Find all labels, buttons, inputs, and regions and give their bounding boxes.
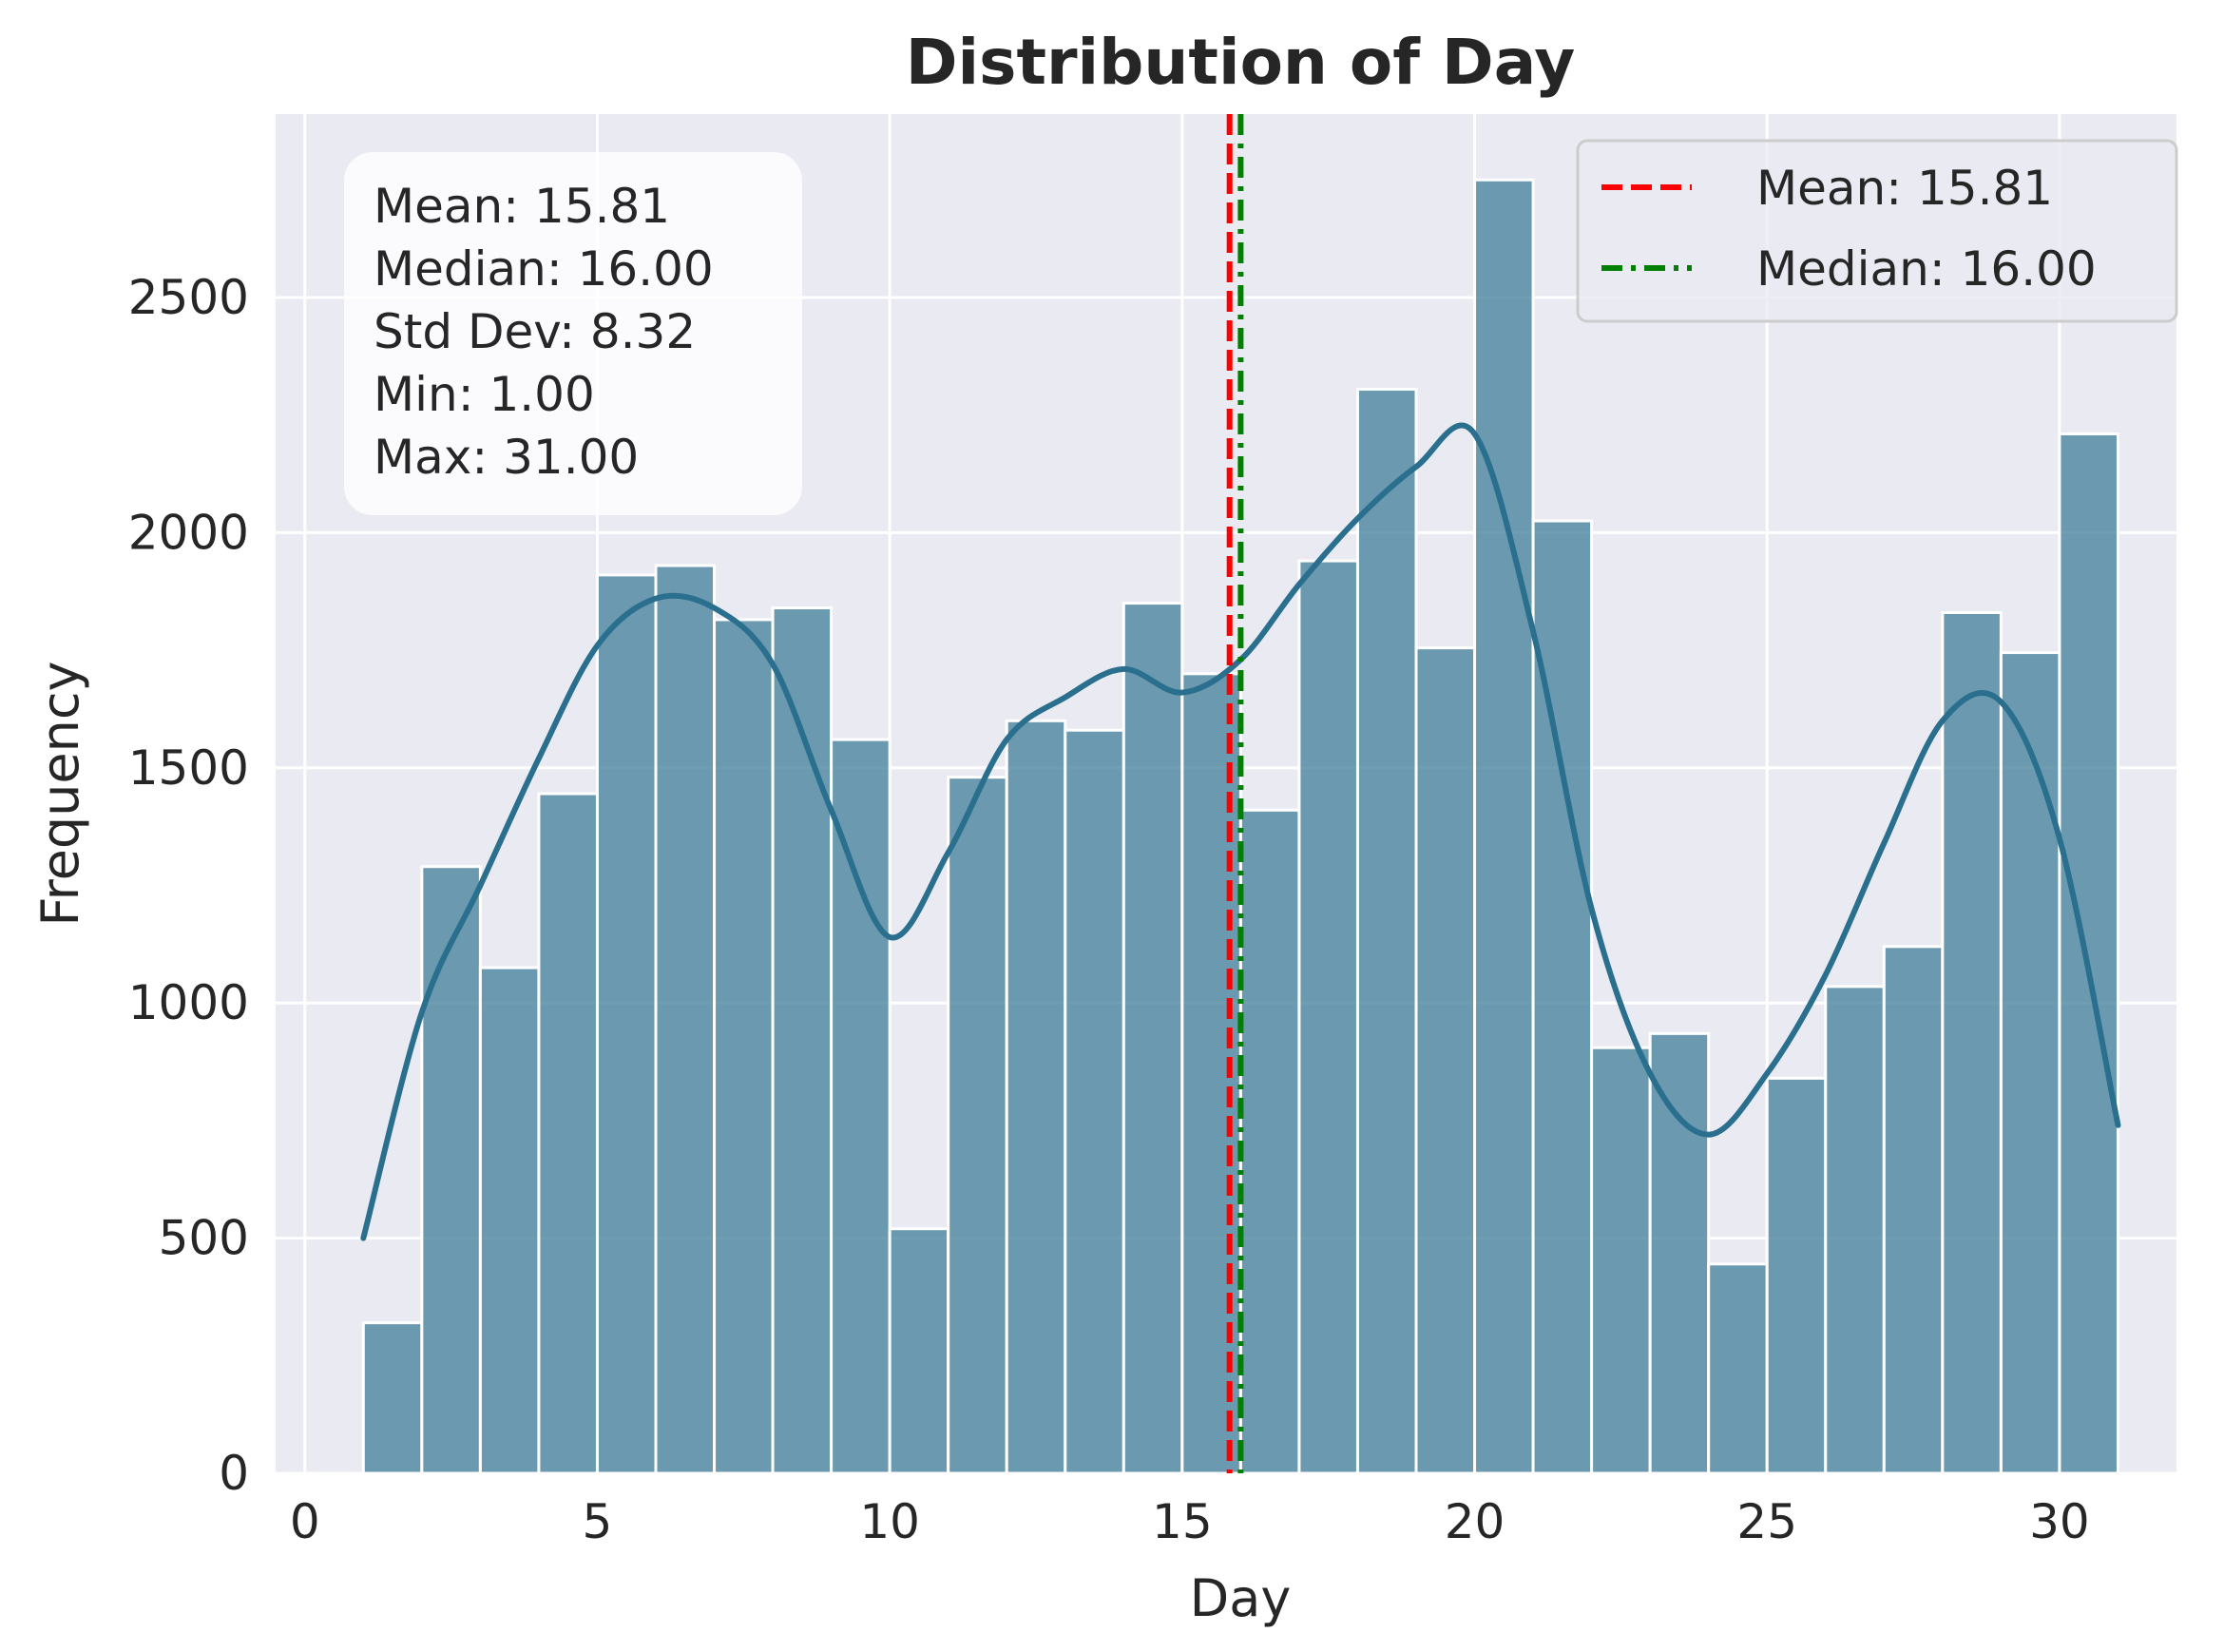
histogram-bar [1824,985,1886,1475]
histogram-bar [1648,1031,1711,1475]
stats-box: Mean: 15.81 Median: 16.00 Std Dev: 8.32 … [344,152,802,515]
x-tick-label: 0 [290,1494,320,1549]
histogram-bar [1707,1262,1769,1475]
histogram-bar [361,1321,424,1475]
reference-lines [1226,114,1244,1473]
x-tick-label: 20 [1445,1494,1505,1549]
histogram-bar [537,792,599,1475]
x-tick-label: 5 [583,1494,613,1549]
legend-median-label: Median: 16.00 [1756,241,2097,297]
histogram-bar [1999,651,2061,1475]
y-tick-label: 0 [219,1446,249,1501]
y-axis-ticks: 0 500 1000 1500 2000 2500 [128,270,249,1501]
stats-median: Median: 16.00 [374,241,714,297]
stats-max: Max: 31.00 [374,430,639,485]
legend: Mean: 15.81 Median: 16.00 [1576,139,2178,323]
x-tick-label: 15 [1152,1494,1213,1549]
y-axis-label: Frequency [30,662,90,927]
histogram-bar [1064,728,1125,1475]
histogram-bar [1005,719,1067,1475]
histogram-bar [888,1227,950,1475]
legend-mean-label: Mean: 15.81 [1756,161,2053,216]
stats-min: Min: 1.00 [374,367,595,422]
histogram-bar [1882,945,1945,1475]
stats-std-dev: Std Dev: 8.32 [374,304,696,359]
stats-box-background [344,152,802,515]
histogram-bar [1414,646,1477,1475]
kde-curve [360,422,2121,1241]
histogram-bar [830,738,892,1475]
y-tick-label: 500 [159,1211,249,1266]
histogram-bar [654,564,717,1475]
x-tick-label: 25 [1736,1494,1797,1549]
histogram-bar [1473,178,1535,1475]
y-tick-label: 1500 [128,740,249,796]
histogram-bar [771,606,834,1475]
y-tick-label: 2500 [128,270,249,325]
histogram-bar [947,776,1008,1475]
chart-title: Distribution of Day [906,26,1575,99]
y-tick-label: 1000 [128,975,249,1030]
histogram-bar [1765,1076,1828,1475]
x-tick-label: 10 [859,1494,920,1549]
x-tick-label: 30 [2029,1494,2090,1549]
histogram-bar [2058,432,2119,1475]
histogram-bar [1355,387,1418,1475]
histogram-bar [1238,808,1301,1475]
histogram-bar [1941,610,2003,1475]
x-axis-ticks: 0 5 10 15 20 25 30 [290,1494,2090,1549]
histogram-bar [478,966,541,1475]
legend-frame [1576,139,2178,323]
histogram-bar [420,865,482,1475]
histogram-bar [595,573,658,1475]
histogram-bar [1590,1046,1652,1475]
y-tick-label: 2000 [128,505,249,560]
histogram-bar [1297,559,1359,1475]
histogram-bar [1122,602,1184,1475]
stats-mean: Mean: 15.81 [374,179,670,234]
x-axis-label: Day [1190,1568,1292,1628]
histogram-bars [361,178,2119,1475]
histogram-bar [713,618,775,1475]
